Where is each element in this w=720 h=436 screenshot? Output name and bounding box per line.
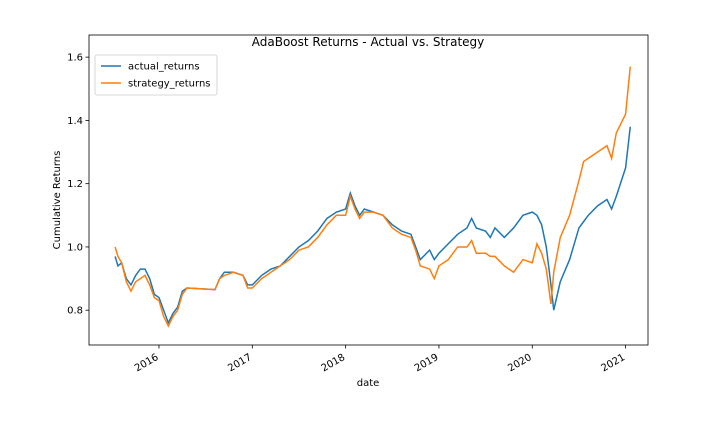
chart-title: AdaBoost Returns - Actual vs. Strategy bbox=[252, 35, 485, 49]
x-tick-label: 2016 bbox=[133, 352, 161, 374]
legend-box bbox=[94, 54, 218, 96]
y-axis-label: Cumulative Returns bbox=[52, 151, 63, 250]
x-tick-label: 2018 bbox=[320, 352, 348, 374]
x-tick-label: 2019 bbox=[413, 352, 441, 374]
y-tick-label: 1.4 bbox=[67, 116, 83, 127]
x-tick-label: 2020 bbox=[506, 352, 534, 374]
y-tick-label: 1.2 bbox=[67, 179, 83, 190]
line-series bbox=[114, 126, 632, 325]
y-tick-label: 0.8 bbox=[67, 306, 83, 317]
x-axis-label: date bbox=[357, 378, 380, 389]
legend-label: strategy_returns bbox=[128, 79, 211, 90]
y-tick-label: 1.6 bbox=[67, 53, 83, 64]
legend-label: actual_returns bbox=[128, 62, 200, 73]
y-tick-label: 1.0 bbox=[67, 242, 83, 253]
x-tick-label: 2021 bbox=[600, 352, 628, 374]
x-tick-label: 2017 bbox=[226, 352, 254, 374]
plot-frame bbox=[88, 34, 649, 346]
line-series bbox=[114, 66, 632, 328]
